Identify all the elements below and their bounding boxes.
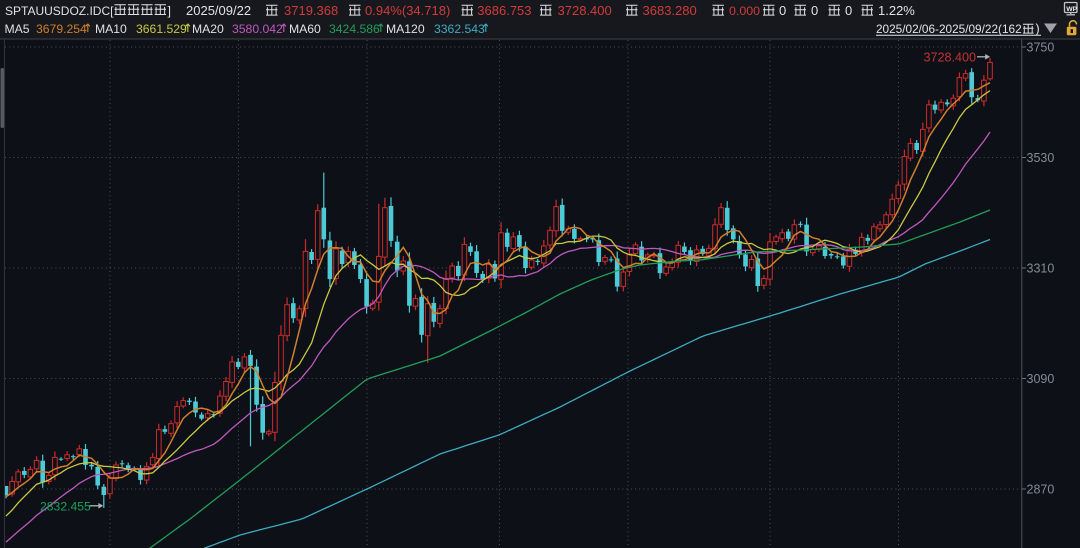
svg-text:MA5: MA5: [5, 22, 30, 36]
svg-text:MA10: MA10: [95, 22, 127, 36]
svg-text:WP: WP: [1066, 6, 1077, 13]
svg-text:3580.042: 3580.042: [232, 22, 283, 36]
svg-text:0: 0: [779, 3, 786, 18]
svg-text:3728.400: 3728.400: [558, 3, 612, 18]
svg-text:3090: 3090: [1027, 372, 1055, 386]
svg-text:MA120: MA120: [386, 22, 425, 36]
svg-text:3683.280: 3683.280: [643, 3, 697, 18]
svg-text:1.22%: 1.22%: [878, 3, 915, 18]
svg-text:3310: 3310: [1027, 262, 1055, 276]
svg-text:3728.400: 3728.400: [923, 51, 976, 65]
svg-text:2832.455: 2832.455: [40, 499, 91, 513]
svg-text:0: 0: [845, 3, 852, 18]
svg-text:]: ]: [168, 4, 171, 18]
svg-text:3661.529: 3661.529: [136, 22, 187, 36]
svg-text:MA20: MA20: [192, 22, 224, 36]
svg-text:MA60: MA60: [289, 22, 321, 36]
svg-text:3750: 3750: [1027, 41, 1055, 55]
svg-text:): ): [1036, 22, 1040, 36]
svg-text:3719.368: 3719.368: [284, 3, 338, 18]
svg-text:3686.753: 3686.753: [477, 3, 531, 18]
svg-text:2025/09/22: 2025/09/22: [186, 3, 251, 18]
svg-text:3679.254: 3679.254: [36, 22, 87, 36]
svg-text:2870: 2870: [1027, 483, 1055, 497]
svg-text:0.000: 0.000: [729, 4, 760, 18]
svg-text:SPTAUUSDOZ.IDC[: SPTAUUSDOZ.IDC[: [5, 4, 114, 18]
svg-text:0: 0: [811, 3, 818, 18]
svg-text:0.94%(34.718): 0.94%(34.718): [365, 3, 450, 18]
svg-text:3362.543: 3362.543: [434, 22, 485, 36]
svg-text:2025/02/06-2025/09/22(162: 2025/02/06-2025/09/22(162: [876, 22, 1022, 36]
svg-text:3424.586: 3424.586: [329, 22, 380, 36]
svg-text:3530: 3530: [1027, 151, 1055, 165]
